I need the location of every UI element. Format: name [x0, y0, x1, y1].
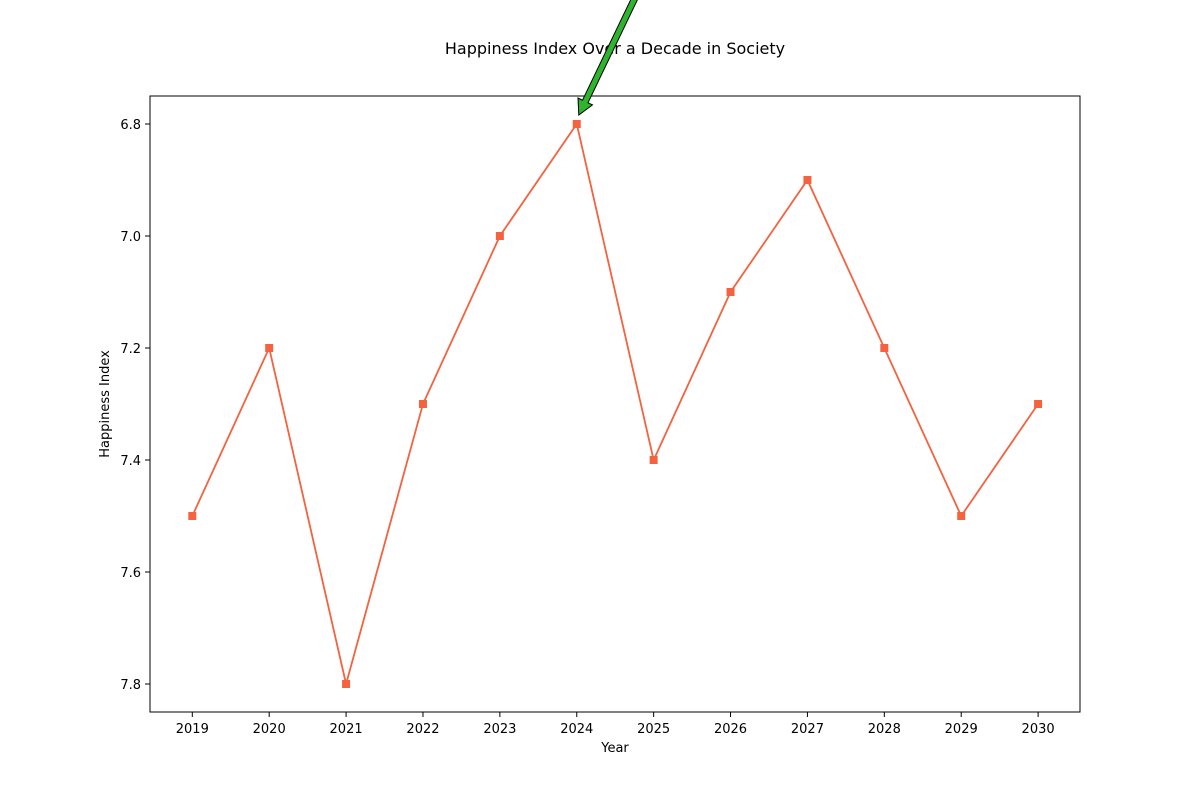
x-axis: 2019 2020 2021 2022 2023 2024 2025 2026 2027 2028…: [176, 712, 1055, 737]
data-point: [265, 344, 274, 352]
x-tick-label: 2025: [637, 722, 670, 737]
x-tick-label: 2022: [406, 722, 439, 737]
x-tick-label: 2019: [176, 722, 209, 737]
x-tick-label: 2029: [945, 722, 978, 737]
data-point: [649, 456, 658, 464]
y-axis: 6.8 7.0 7.2 7.4 7.6 7.8: [120, 118, 150, 693]
data-point: [342, 680, 351, 688]
y-tick-label: 6.8: [120, 118, 141, 133]
x-tick-label: 2030: [1022, 722, 1055, 737]
chart-title: Happiness Index Over a Decade in Society: [445, 39, 785, 58]
data-point: [803, 176, 812, 184]
x-tick-label: 2020: [253, 722, 286, 737]
series-markers: [188, 120, 1043, 688]
plot-area: [149, 95, 1081, 713]
data-point: [1034, 400, 1043, 408]
y-tick-label: 7.0: [120, 230, 141, 245]
y-axis-title: Happiness Index: [98, 350, 113, 458]
y-tick-label: 7.4: [120, 454, 141, 469]
data-point: [572, 120, 581, 128]
y-tick-label: 7.2: [120, 342, 141, 357]
data-point: [880, 344, 889, 352]
y-tick-label: 7.6: [120, 566, 141, 581]
x-tick-label: 2023: [483, 722, 516, 737]
x-tick-label: 2021: [330, 722, 363, 737]
data-point: [188, 512, 197, 520]
data-point: [418, 400, 427, 408]
data-point: [726, 288, 735, 296]
x-tick-label: 2027: [791, 722, 824, 737]
series-line: [191, 121, 1039, 685]
x-tick-label: 2028: [868, 722, 901, 737]
x-tick-label: 2024: [560, 722, 593, 737]
data-point: [957, 512, 966, 520]
data-point: [495, 232, 504, 240]
x-axis-title: Year: [600, 741, 629, 756]
annotation-arrow: [577, 0, 638, 116]
y-tick-label: 7.8: [120, 678, 141, 693]
x-tick-label: 2026: [714, 722, 747, 737]
